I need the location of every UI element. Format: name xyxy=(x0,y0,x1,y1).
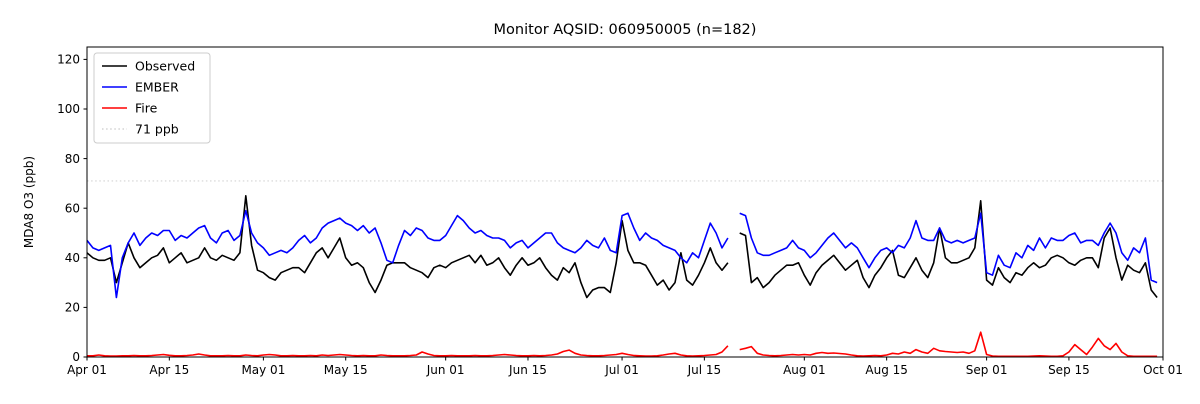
plot-border xyxy=(86,46,1164,358)
x-tick-label: Jul 01 xyxy=(604,363,639,377)
x-tick-label: Apr 01 xyxy=(67,363,107,377)
x-tick-label: Sep 15 xyxy=(1048,363,1090,377)
series-line-observed xyxy=(86,195,729,299)
x-tick-label: Aug 15 xyxy=(865,363,908,377)
y-axis-ticks: 0 20 40 60 80 100 120 xyxy=(57,53,87,364)
y-tick-label: 80 xyxy=(65,152,80,166)
plot-area xyxy=(87,47,1163,357)
y-tick-label: 60 xyxy=(65,201,80,215)
series-line-fire xyxy=(87,345,729,357)
y-axis-label: MDA8 O3 (ppb) xyxy=(22,156,36,248)
x-tick-label: Sep 01 xyxy=(966,363,1008,377)
x-tick-label: May 15 xyxy=(324,363,368,377)
y-tick-label: 100 xyxy=(57,102,80,116)
x-tick-label: Jun 01 xyxy=(426,363,465,377)
legend-label: 71 ppb xyxy=(135,121,179,136)
legend: Observed EMBER Fire 71 ppb xyxy=(93,52,211,144)
x-tick-label: Oct 01 xyxy=(1143,363,1183,377)
y-tick-label: 0 xyxy=(72,350,80,364)
chart-title: Monitor AQSID: 060950005 (n=182) xyxy=(494,22,757,38)
x-tick-label: May 01 xyxy=(241,363,285,377)
y-tick-label: 120 xyxy=(57,53,80,67)
legend-label: Observed xyxy=(135,58,195,73)
legend-box xyxy=(93,52,211,144)
x-tick-label: Jun 15 xyxy=(508,363,547,377)
series-line-fire xyxy=(739,331,1158,358)
data-series xyxy=(86,195,1158,358)
legend-label: EMBER xyxy=(135,79,179,94)
series-line-ember xyxy=(739,212,1158,284)
x-tick-label: Aug 01 xyxy=(783,363,826,377)
y-tick-label: 40 xyxy=(65,251,80,265)
x-axis-ticks: Apr 01 Apr 15 May 01 May 15 Jun 01 Jun 15 Jul … xyxy=(67,357,1183,377)
series-line-observed xyxy=(739,200,1158,298)
x-tick-label: Apr 15 xyxy=(149,363,189,377)
series-line-ember xyxy=(86,209,729,299)
legend-label: Fire xyxy=(135,100,158,115)
x-tick-label: Jul 15 xyxy=(687,363,722,377)
y-tick-label: 20 xyxy=(65,301,80,315)
